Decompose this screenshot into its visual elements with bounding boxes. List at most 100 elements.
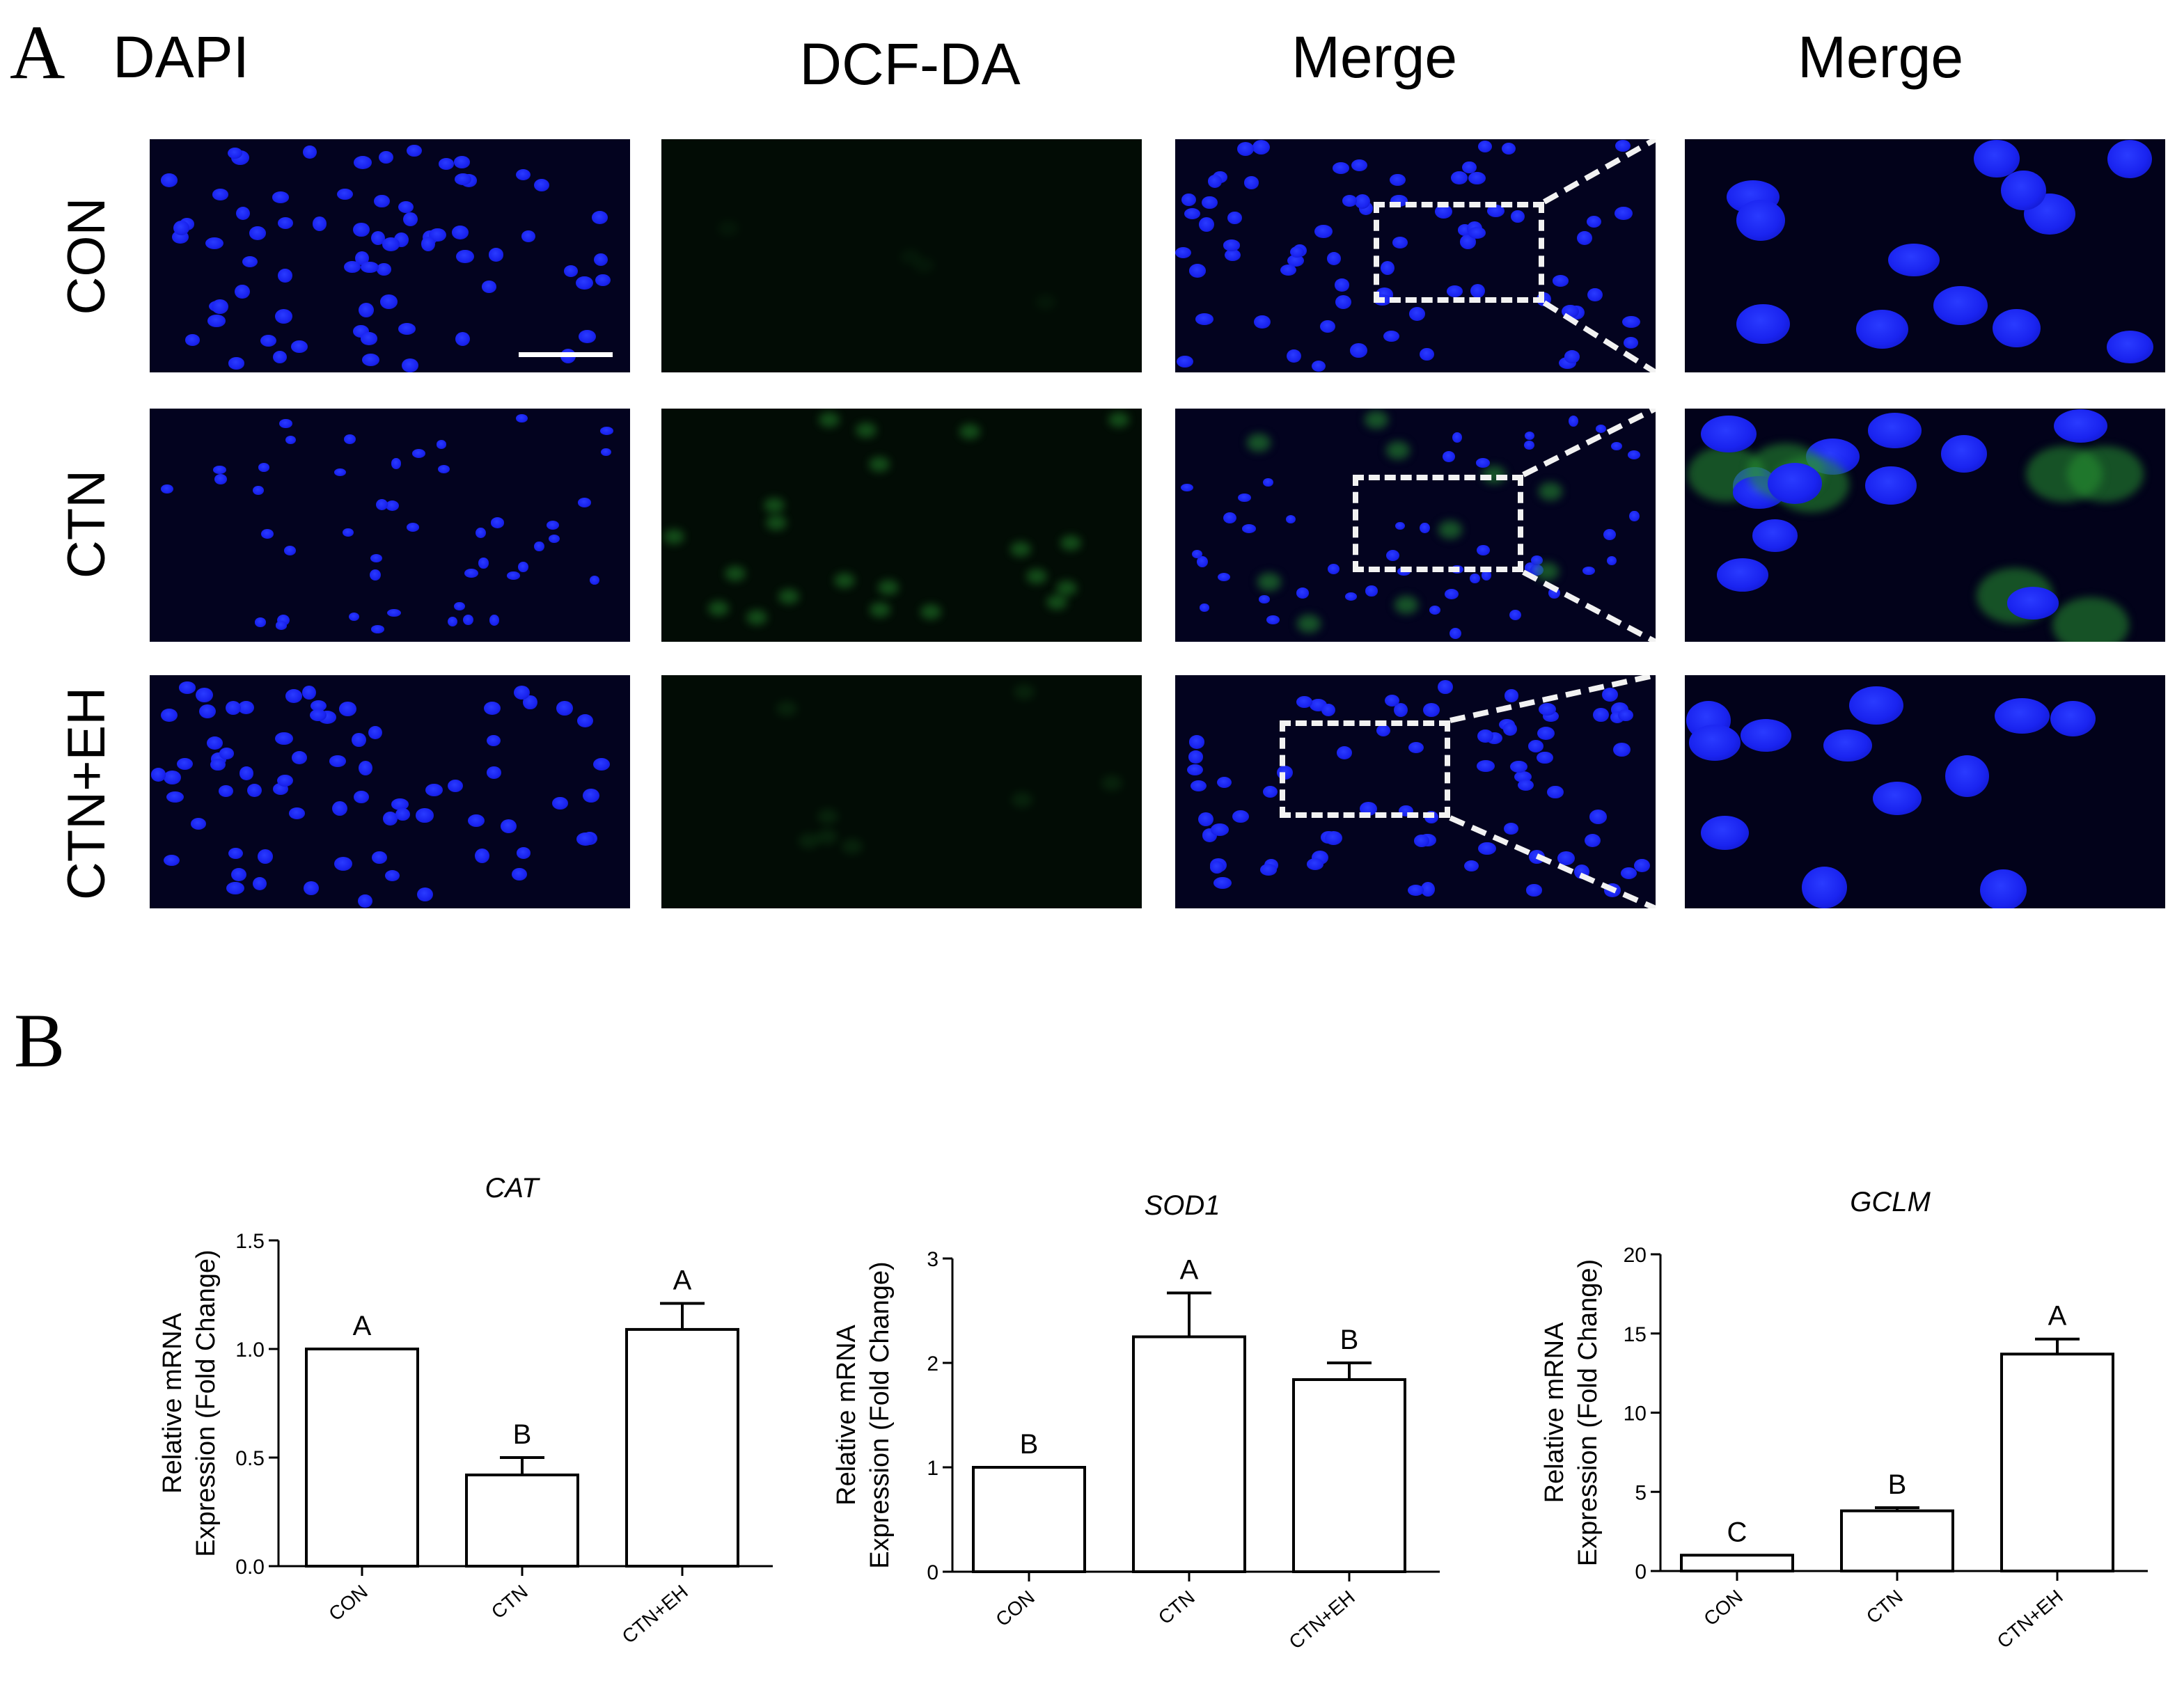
- chart-title-gclm: GCLM: [1850, 1187, 1931, 1217]
- nucleus: [1557, 851, 1575, 865]
- nucleus: [1593, 707, 1610, 723]
- nucleus: [1216, 777, 1232, 789]
- nucleus: [1451, 171, 1468, 185]
- nucleus: [1538, 702, 1557, 716]
- nucleus: [1188, 264, 1206, 278]
- bar-sod1-ctn-eh: [1292, 1378, 1406, 1573]
- nucleus: [1688, 725, 1741, 761]
- nucleus: [1569, 415, 1579, 427]
- dcf-signal: [841, 838, 863, 854]
- dcf-signal: [819, 412, 840, 428]
- nucleus: [1383, 330, 1399, 342]
- bar-cat-ctn-eh: [625, 1327, 739, 1568]
- nucleus: [1252, 139, 1271, 155]
- nucleus: [163, 771, 181, 785]
- x-tick-label-sod1: CTN: [1154, 1586, 1199, 1629]
- nucleus: [455, 331, 471, 346]
- nucleus: [1547, 785, 1564, 799]
- nucleus: [1736, 199, 1786, 241]
- nucleus: [272, 191, 290, 203]
- nucleus: [185, 334, 200, 346]
- nucleus: [1450, 628, 1461, 640]
- nucleus: [161, 173, 178, 187]
- nucleus: [1933, 285, 1988, 325]
- y-tick-label-cat: 0.0: [235, 1556, 265, 1579]
- nucleus: [1393, 703, 1408, 718]
- nucleus: [1509, 609, 1521, 621]
- nucleus: [210, 758, 226, 771]
- nucleus: [150, 768, 166, 782]
- micrograph-ctn-dcf-da: [661, 409, 1142, 642]
- nucleus: [1595, 424, 1607, 433]
- significance-letter-sod1: B: [1020, 1429, 1039, 1460]
- nucleus: [257, 849, 273, 864]
- nucleus: [285, 436, 296, 445]
- nucleus: [1188, 750, 1204, 764]
- nucleus: [343, 260, 361, 274]
- zoom-connector-line: [1450, 675, 1656, 723]
- nucleus: [207, 315, 226, 327]
- x-tick-label-sod1: CTN+EH: [1285, 1586, 1359, 1653]
- nucleus: [512, 867, 527, 881]
- nucleus: [556, 701, 573, 716]
- significance-letter-cat: B: [513, 1419, 532, 1450]
- nucleus: [398, 200, 414, 213]
- nucleus: [1627, 450, 1640, 459]
- nucleus: [384, 869, 400, 882]
- nucleus: [1335, 294, 1351, 309]
- nucleus: [352, 733, 366, 748]
- dcf-signal: [1013, 684, 1035, 700]
- nucleus: [353, 222, 370, 237]
- nucleus: [534, 178, 550, 191]
- nucleus: [1395, 521, 1406, 530]
- nucleus: [1435, 204, 1453, 219]
- zoom-connector-line: [1522, 569, 1656, 642]
- nucleus: [1470, 284, 1485, 299]
- nucleus: [2006, 587, 2059, 619]
- nucleus: [1419, 522, 1431, 534]
- nucleus: [368, 726, 383, 740]
- nucleus: [481, 281, 497, 294]
- nucleus: [1526, 884, 1542, 897]
- nucleus: [1198, 216, 1214, 232]
- x-tick-label-gclm: CON: [1699, 1586, 1747, 1630]
- nucleus: [242, 255, 258, 267]
- nucleus: [1511, 210, 1525, 223]
- nucleus: [1462, 161, 1477, 174]
- significance-letter-gclm: B: [1888, 1469, 1907, 1500]
- dcf-signal: [1365, 411, 1389, 429]
- bar-cat-ctn: [465, 1473, 579, 1568]
- nucleus: [1823, 729, 1872, 762]
- significance-letter-sod1: A: [1180, 1255, 1199, 1286]
- nucleus: [1445, 588, 1459, 600]
- nucleus: [1321, 703, 1336, 717]
- x-tick-label-gclm: CTN+EH: [1993, 1586, 2067, 1652]
- nucleus: [447, 616, 458, 626]
- micrograph-ctn-eh-dapi: [150, 675, 630, 908]
- nucleus: [402, 212, 418, 226]
- nucleus: [1177, 356, 1194, 368]
- zoom-connector-lines: [1449, 675, 1656, 908]
- nucleus: [1802, 867, 1847, 908]
- dcf-signal: [766, 514, 787, 530]
- dcf-signal: [1009, 541, 1031, 557]
- nucleus: [301, 685, 316, 700]
- nucleus: [1287, 254, 1304, 267]
- dcf-signal: [1046, 594, 1067, 610]
- nucleus: [577, 498, 591, 507]
- dcf-signal: [1395, 595, 1419, 614]
- nucleus: [1503, 822, 1519, 835]
- nucleus: [312, 216, 327, 231]
- nucleus: [1365, 585, 1378, 597]
- nucleus: [455, 173, 472, 185]
- dcf-signal: [869, 456, 890, 472]
- micrograph-ctn-dapi: [150, 409, 630, 642]
- nucleus: [370, 230, 385, 245]
- micrograph-con-merge: [1175, 139, 1656, 372]
- nucleus: [1848, 686, 1903, 725]
- nucleus: [370, 553, 383, 562]
- nucleus: [1613, 742, 1631, 757]
- nucleus: [372, 851, 388, 865]
- chart-title-cat: CAT: [485, 1173, 540, 1203]
- nucleus: [1477, 545, 1490, 555]
